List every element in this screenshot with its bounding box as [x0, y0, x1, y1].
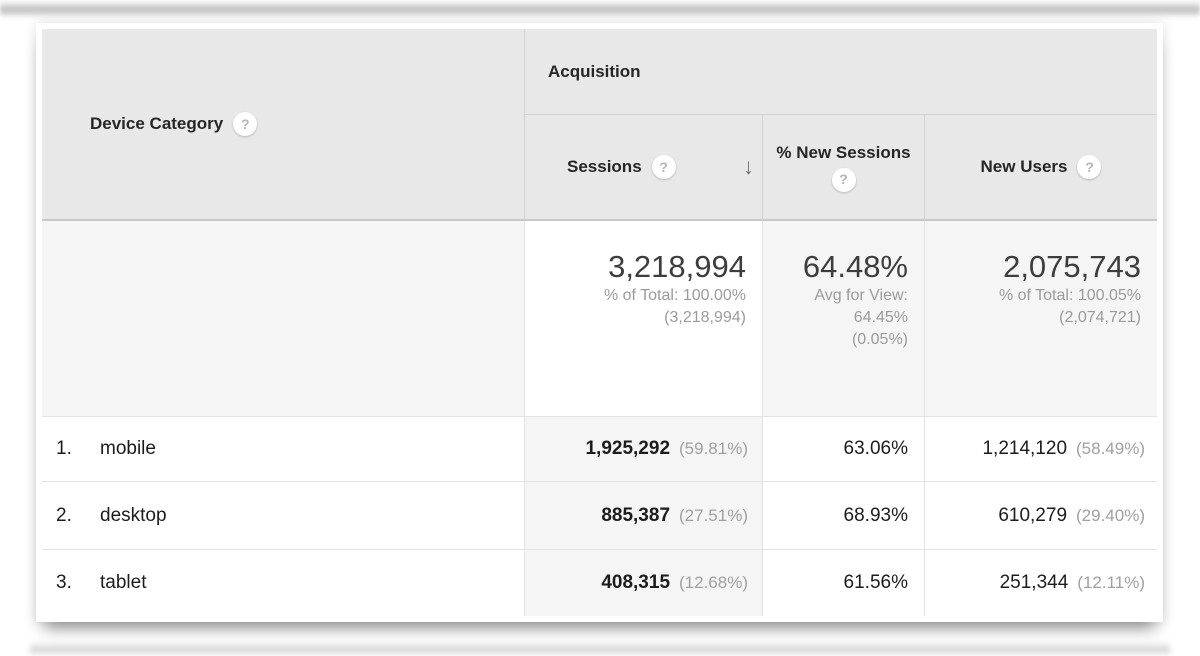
new-users-total-pct: % of Total: 100.05% — [998, 286, 1141, 304]
row-index: 1. — [56, 438, 72, 459]
device-category-help-icon[interactable]: ? — [233, 112, 258, 136]
new-users-value: 1,214,120 — [982, 438, 1068, 459]
new-users-value: 251,344 — [999, 572, 1069, 593]
row-new-users-cell: 1,214,120 (58.49%) — [925, 417, 1157, 482]
row-sessions-cell: 1,925,292 (59.81%) — [525, 417, 763, 482]
new-sessions-help-icon[interactable]: ? — [831, 168, 856, 193]
device-category-header: Device Category ? — [42, 29, 525, 221]
sessions-total-pct: % of Total: 100.00% — [603, 286, 746, 304]
sessions-pct: (59.81%) — [679, 439, 748, 458]
sessions-total-raw: (3,218,994) — [664, 309, 746, 327]
device-name: tablet — [100, 572, 147, 593]
sessions-pct: (27.51%) — [679, 505, 748, 525]
new-users-column-header[interactable]: New Users ? — [925, 115, 1157, 221]
row-device-cell: 1. mobile — [42, 417, 525, 482]
new-sessions-avg-delta: (0.05%) — [851, 331, 908, 349]
new-sessions-avg-pct: 64.45% — [853, 309, 908, 327]
row-device-cell: 2. desktop — [42, 482, 525, 550]
acquisition-group-header: Acquisition — [525, 29, 1157, 115]
summary-new-users-cell: 2,075,743 % of Total: 100.05% (2,074,721… — [925, 221, 1157, 417]
sessions-total-value: 3,218,994 — [608, 249, 746, 284]
row-new-users-cell: 610,279 (29.40%) — [925, 482, 1157, 550]
new-users-header-label: New Users — [980, 157, 1068, 176]
sessions-column-header[interactable]: Sessions ? ↓ — [525, 115, 763, 221]
row-new-sessions-cell: 68.93% — [763, 482, 925, 550]
row-device-cell: 3. tablet — [42, 550, 525, 616]
summary-sessions-cell: 3,218,994 % of Total: 100.00% (3,218,994… — [525, 221, 763, 417]
acquisition-group-header-label: Acquisition — [548, 61, 641, 81]
new-users-help-icon[interactable]: ? — [1077, 155, 1102, 179]
sessions-pct: (12.68%) — [679, 573, 748, 592]
row-new-sessions-cell: 61.56% — [763, 550, 925, 616]
device-category-header-label: Device Category — [90, 114, 224, 133]
new-users-total-value: 2,075,743 — [1003, 249, 1141, 284]
new-sessions-header-label: % New Sessions — [776, 142, 911, 162]
sessions-value: 408,315 — [601, 572, 671, 593]
sort-descending-icon: ↓ — [743, 154, 754, 179]
new-sessions-value: 63.06% — [843, 438, 908, 459]
new-users-pct: (12.11%) — [1077, 573, 1145, 592]
new-users-pct: (29.40%) — [1076, 505, 1145, 525]
new-users-total-raw: (2,074,721) — [1059, 309, 1141, 327]
row-index: 2. — [56, 504, 72, 526]
analytics-table-card: Device Category ? Acquisition Sessions ?… — [36, 23, 1163, 622]
new-sessions-value: 61.56% — [843, 572, 908, 593]
row-new-sessions-cell: 63.06% — [763, 417, 925, 482]
sessions-value: 1,925,292 — [585, 438, 671, 459]
new-sessions-avg-value: 64.48% — [802, 249, 908, 284]
summary-device-cell — [42, 221, 525, 417]
row-sessions-cell: 408,315 (12.68%) — [525, 550, 763, 616]
top-edge-shadow — [0, 0, 1200, 18]
new-sessions-avg-label: Avg for View: — [814, 286, 908, 304]
row-new-users-cell: 251,344 (12.11%) — [925, 550, 1157, 616]
device-name: desktop — [100, 504, 167, 526]
summary-new-sessions-cell: 64.48% Avg for View: 64.45% (0.05%) — [763, 221, 925, 417]
device-category-table: Device Category ? Acquisition Sessions ?… — [42, 29, 1157, 616]
device-name: mobile — [100, 438, 156, 459]
new-sessions-value: 68.93% — [843, 504, 908, 526]
sessions-header-label: Sessions — [567, 157, 642, 176]
new-sessions-column-header[interactable]: % New Sessions ? — [763, 115, 925, 221]
row-index: 3. — [56, 572, 72, 593]
bottom-edge-shadow — [30, 642, 1170, 656]
sessions-help-icon[interactable]: ? — [651, 155, 676, 179]
new-users-pct: (58.49%) — [1076, 439, 1145, 458]
row-sessions-cell: 885,387 (27.51%) — [525, 482, 763, 550]
new-users-value: 610,279 — [998, 504, 1068, 526]
sessions-value: 885,387 — [601, 504, 671, 526]
